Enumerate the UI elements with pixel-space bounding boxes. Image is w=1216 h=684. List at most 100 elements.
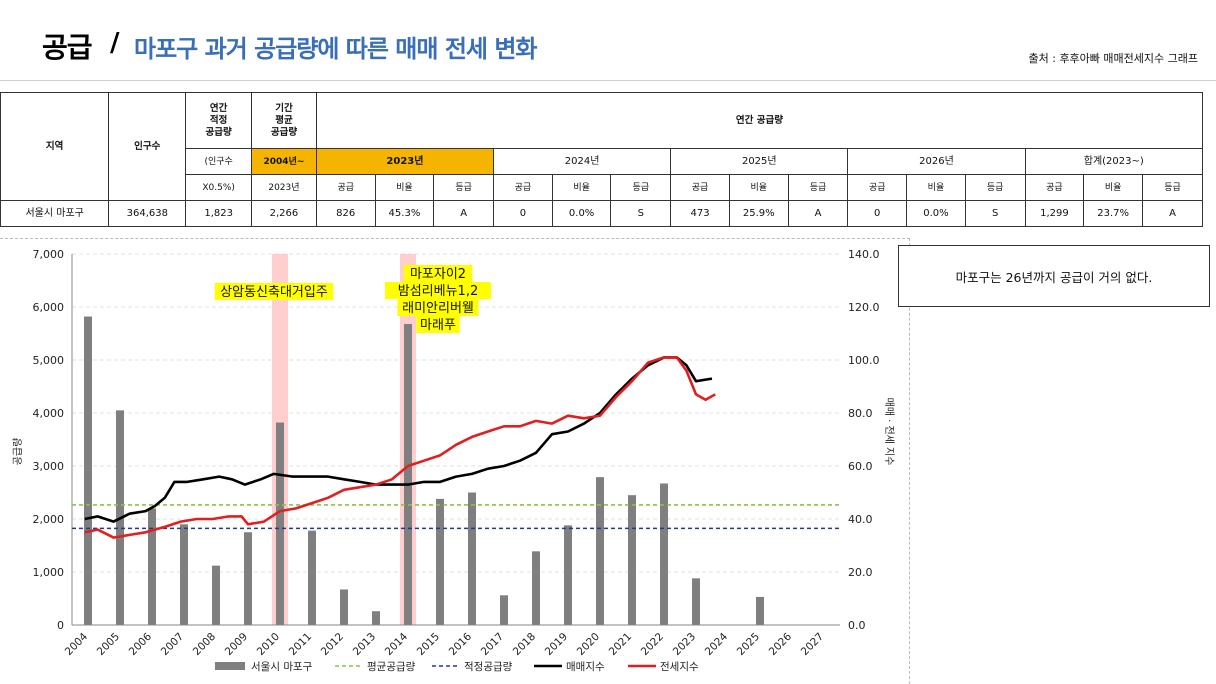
cell-2023-ratio: 45.3% [374,200,435,227]
bar [276,422,284,625]
title-divider [0,80,1216,81]
y2-tick-label: 120.0 [848,301,880,314]
bar [404,323,412,625]
y-tick-label: 3,000 [33,460,65,473]
cell-2026-grade: S [964,200,1026,227]
cell-2024-supply: 0 [493,200,553,227]
bar [500,595,508,625]
x-tick-label: 2022 [639,631,666,658]
bar [244,532,252,625]
page-title: 공급 [42,31,93,64]
jeonse-index-line [84,356,716,539]
bar [564,525,572,625]
col-supply: 공급 [315,174,376,201]
y2-tick-label: 40.0 [848,513,873,526]
col-supply: 공급 [847,174,908,201]
cell-2024-ratio: 0.0% [551,200,612,227]
year-header-2023: 2023년 [315,148,495,175]
cell-region: 서울시 마포구 [0,200,110,227]
annotation-label: 마포자이2 [410,267,466,282]
annotation-label: 상암동신축대거입주 [220,285,328,300]
y2-tick-label: 140.0 [848,248,880,261]
x-tick-label: 2012 [319,631,346,658]
cell-2025-ratio: 25.9% [728,200,789,227]
cell-2026-ratio: 0.0% [906,200,966,227]
x-tick-label: 2021 [607,631,634,658]
bar [372,611,380,625]
table-row: 서울시 마포구 364,638 1,823 2,266 826 45.3% A … [0,200,1204,227]
cell-2025-grade: A [787,200,849,227]
y2-axis-title: 매매 · 전세 지수 [883,398,895,466]
col-header-period-avg: 기간 평균 공급량 [251,92,317,149]
cell-population: 364,638 [108,200,187,227]
col-grade: 등급 [964,174,1026,201]
cell-total-ratio: 23.7% [1083,200,1143,227]
legend-label: 서울시 마포구 [251,661,313,673]
col-supply: 공급 [670,174,730,201]
sub-header-period-start: 2004년~ [251,148,317,175]
col-grade: 등급 [1141,174,1204,201]
year-header-2025: 2025년 [670,148,849,175]
source-note: 출처 : 후후아빠 매매전세지수 그래프 [1028,52,1199,65]
col-header-annual-proper: 연간 적정 공급량 [185,92,253,149]
legend-label: 매매지수 [566,661,605,673]
bar [148,508,156,625]
x-tick-label: 2020 [575,631,602,658]
year-header-2026: 2026년 [847,148,1026,175]
annotation-bg [385,282,491,299]
chart-frame [0,238,910,684]
x-tick-label: 2011 [287,631,314,658]
cell-2023-supply: 826 [315,200,376,227]
year-header-2024: 2024년 [493,148,672,175]
col-grade: 등급 [787,174,849,201]
title-bar: 공급 / 마포구 과거 공급량에 따른 매매 전세 변화 출처 : 후후아빠 매… [0,0,1216,81]
cell-period-avg: 2,266 [251,200,317,227]
x-tick-label: 2010 [255,631,282,658]
sub-header-pop-note: (인구수 [185,148,253,175]
y2-tick-label: 100.0 [848,354,880,367]
y-axis-title: 공급량 [12,438,24,466]
y-tick-label: 7,000 [33,248,65,261]
annotation-label: 마래푸 [420,318,456,333]
col-ratio: 비율 [906,174,966,201]
legend-label: 평균공급량 [367,661,416,673]
x-tick-label: 2017 [479,631,506,658]
col-grade: 등급 [433,174,495,201]
cell-total-grade: A [1141,200,1204,227]
y-tick-label: 2,000 [33,513,65,526]
x-tick-label: 2016 [447,630,475,658]
annotation-bg [214,283,334,300]
x-tick-label: 2009 [223,631,250,658]
x-tick-label: 2008 [191,631,218,658]
cell-2024-grade: S [610,200,672,227]
bar [628,495,636,625]
y-tick-label: 6,000 [33,301,65,314]
bar [532,551,540,625]
cell-proper: 1,823 [185,200,253,227]
bar [756,596,764,625]
cell-2026-supply: 0 [847,200,908,227]
col-header-annual-supply: 연간 공급량 [315,92,1204,149]
bar [692,578,700,625]
x-tick-label: 2005 [95,631,122,658]
title-separator: / [110,28,120,58]
cell-2025-supply: 473 [670,200,730,227]
annotation-label: 밤섬리베뉴1,2 [398,284,478,299]
note-text: 마포구는 26년까지 공급이 거의 없다. [955,269,1153,285]
x-tick-label: 2018 [511,631,538,658]
x-tick-label: 2026 [767,630,795,658]
col-supply: 공급 [493,174,553,201]
bar [660,483,668,625]
x-tick-label: 2019 [543,631,570,658]
col-ratio: 비율 [1083,174,1143,201]
col-header-population: 인구수 [108,92,187,201]
y2-tick-label: 20.0 [848,566,873,579]
sub-header-period-end: 2023년 [251,174,317,201]
bar [436,498,444,625]
annotation-bg [397,299,479,316]
col-ratio: 비율 [374,174,435,201]
col-ratio: 비율 [728,174,789,201]
bar [340,589,348,625]
annotation-bg [416,316,460,333]
bar [308,530,316,625]
